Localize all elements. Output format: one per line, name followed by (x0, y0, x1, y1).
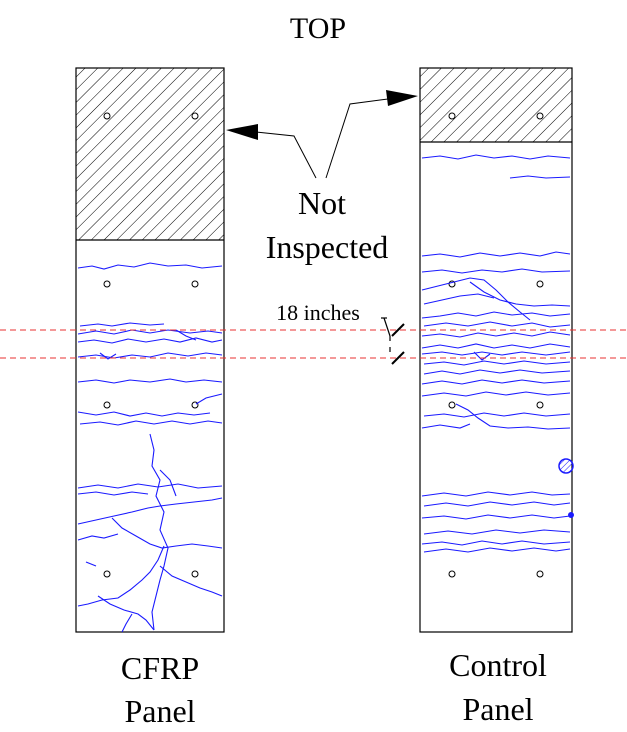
cfrp-panel-label-line1: CFRP (121, 650, 199, 686)
control-spall-mark (558, 458, 574, 474)
not-inspected-label-line2: Inspected (266, 229, 389, 265)
dimension-label: 18 inches (276, 300, 360, 325)
cfrp-bolt-holes (103, 112, 199, 578)
control-panel-label-line1: Control (449, 647, 547, 683)
cfrp-hatched-region (76, 68, 224, 240)
not-inspected-leader-left (226, 124, 317, 179)
control-cracks (421, 154, 571, 553)
control-panel (419, 67, 574, 633)
cfrp-cracks (77, 262, 223, 633)
control-panel-outline (419, 67, 573, 633)
cfrp-panel-label-line2: Panel (124, 693, 195, 729)
reference-lines (0, 329, 627, 359)
dimension-marker (381, 317, 405, 365)
not-inspected-label-line1: Not (298, 185, 346, 221)
not-inspected-leader-right (325, 90, 418, 179)
cfrp-panel (75, 67, 225, 633)
control-hatched-region (420, 68, 572, 142)
cfrp-panel-outline (75, 67, 225, 633)
control-spall-dot (568, 512, 574, 518)
top-label: TOP (290, 12, 346, 45)
control-bolt-holes (448, 112, 544, 578)
control-panel-label-line2: Panel (462, 691, 533, 727)
